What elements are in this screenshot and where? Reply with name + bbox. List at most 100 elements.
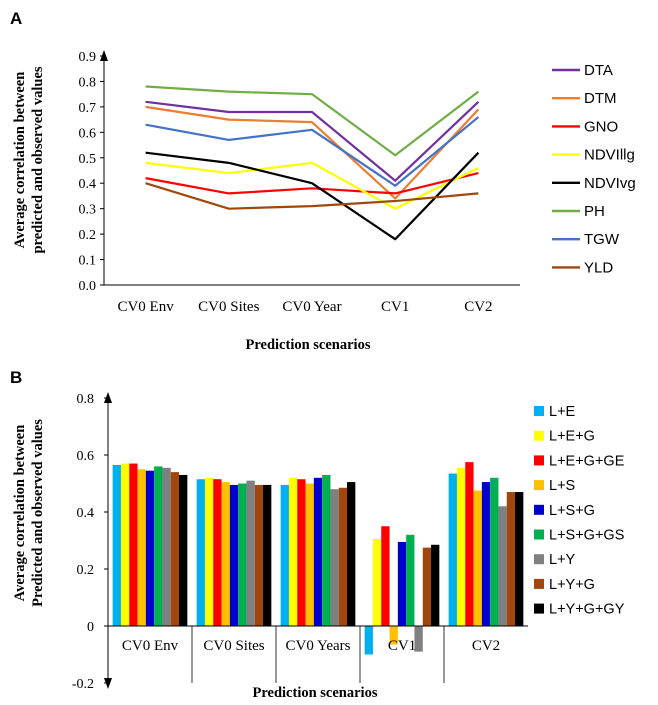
panel-b-bar-l-e — [280, 484, 289, 626]
panel-b-legend-item-l-s-g-gs: L+S+G+GS — [534, 528, 624, 544]
panel-a-legend-item-ph: PH — [552, 203, 605, 220]
panel-b-bar-l-y-g-gy — [179, 474, 188, 626]
panel-a-legend-item-ndvivg: NDVIvg — [552, 175, 636, 192]
panel-b-x-ticks: CV0 Env CV0 Sites CV0 Years CV1 CV2 — [122, 638, 500, 654]
panel-b-y-ticks: -0.2 0 0.2 0.4 0.6 0.8 — [72, 392, 108, 692]
panel-b-legend-item-l-e-g-ge: L+E+G+GE — [534, 453, 625, 469]
panel-b-bar-l-s — [389, 626, 398, 645]
panel-a-series-line-dtm — [145, 105, 480, 200]
panel-a-y-tick: 0.4 — [79, 177, 104, 192]
panel-b-bar-l-s-g-gs — [490, 477, 499, 626]
panel-a-legend-label: DTM — [584, 90, 617, 107]
panel-a-y-tick-label: 0.7 — [79, 101, 97, 116]
panel-b-bar-l-s-g-gs — [154, 466, 163, 626]
panel-b-category-label: CV2 — [472, 638, 500, 654]
panel-b-legend-label: L+E — [549, 404, 576, 420]
panel-b-legend: L+E L+E+G L+E+G+GE L+S L+S+G L+S+G+GS L+Y L+Y+G… — [534, 404, 625, 618]
panel-b-bar-l-y-g — [506, 492, 516, 626]
panel-a-legend-item-ndvillg: NDVIllg — [552, 147, 635, 164]
panel-a-x-ticks: CV0 Env CV0 Sites CV0 Year CV1 CV2 — [117, 299, 492, 315]
panel-a-category-label: CV2 — [464, 299, 492, 315]
panel-a-y-tick: 0.6 — [79, 126, 104, 141]
panel-a-category-label: CV0 Sites — [198, 299, 259, 315]
panel-a-y-ticks: 0.0 0.1 0.2 0.3 0.4 0.5 0.6 0.7 0.8 0.9 — [79, 50, 104, 294]
panel-a-legend-label: NDVIllg — [584, 147, 635, 164]
panel-b-legend-swatch — [534, 603, 544, 614]
panel-b-y-axis-title: Average correlation between Predicted an… — [12, 419, 46, 607]
panel-a-y-tick: 0.2 — [79, 228, 104, 243]
panel-b-bar-l-e-g-ge — [213, 479, 222, 626]
panel-b-legend-item-l-e: L+E — [534, 404, 576, 420]
panel-a-y-tick-label: 0.5 — [79, 152, 97, 167]
panel-b-bar-l-e-g-ge — [297, 479, 306, 626]
panel-a-legend-label: PH — [584, 203, 605, 220]
panel-b-bar-l-y-g — [422, 547, 432, 626]
panel-b-bar-l-s-g-gs — [322, 474, 331, 626]
panel-a-series-line-yld — [145, 182, 479, 210]
panel-b-bar-l-e-g — [204, 477, 214, 626]
panel-b-legend-swatch — [534, 480, 544, 491]
panel-a-series-line-ndvillg — [145, 161, 479, 210]
panel-b-y-tick: 0 — [87, 620, 108, 635]
panel-b-bar-l-s-g — [229, 484, 239, 626]
panel-b-bar-l-s-g — [145, 470, 155, 626]
panel-a-label: A — [10, 9, 22, 28]
panel-a-y-tick-label: 0.3 — [79, 203, 97, 218]
panel-a-legend-label: GNO — [584, 118, 618, 135]
panel-a-y-tick-label: 0.2 — [79, 228, 97, 243]
panel-b-bar-group-cv2 — [448, 462, 524, 626]
panel-b-bar-l-y-g — [254, 484, 264, 626]
panel-b-bar-l-s-g — [481, 482, 491, 626]
panel-a-y-tick: 0.9 — [79, 50, 104, 65]
panel-b-bar-l-y-g — [338, 487, 348, 626]
panel-b-legend-swatch — [534, 406, 544, 416]
panel-b-bar-l-s — [305, 483, 314, 626]
panel-a-category-label: CV0 Env — [117, 299, 174, 315]
panel-b-legend-item-l-e-g: L+E+G — [534, 429, 595, 445]
panel-a-y-tick-label: 0.4 — [79, 177, 97, 192]
panel-b-bar-l-s-g — [313, 477, 323, 626]
panel-a-y-tick: 0.1 — [79, 254, 104, 269]
panel-b-bar-l-e-g — [120, 463, 130, 626]
panel-b-legend-item-l-s-g: L+S+G — [534, 503, 595, 519]
panel-b-bar-l-e-g-ge — [129, 463, 138, 626]
panel-b-y-tick-label: 0 — [87, 620, 94, 635]
panel-a-legend-item-gno: GNO — [552, 118, 618, 135]
panel-b-y-axis-title-line-2: Predicted and observed values — [30, 419, 46, 607]
panel-b-bars — [112, 462, 524, 655]
panel-a-legend-label: NDVIvg — [584, 175, 636, 192]
panel-b-legend-swatch — [534, 504, 544, 515]
panel-b-legend-label: L+S — [549, 478, 575, 494]
panel-b-y-tick: -0.2 — [72, 677, 108, 692]
panel-b-bar-l-e-g — [288, 477, 298, 626]
panel-b-label: B — [10, 368, 22, 387]
panel-b-category-label: CV1 — [388, 638, 416, 654]
panel-a-series-line-gno — [145, 171, 479, 195]
panel-b-y-tick-label: 0.2 — [77, 563, 95, 578]
panel-b-bar-l-y-g-gy — [347, 482, 356, 626]
panel-b-bar-l-y-g-gy — [515, 492, 524, 626]
panel-b-bar-group-cv0-years — [280, 474, 356, 626]
panel-b-bar-l-y-g-gy — [431, 544, 440, 626]
panel-b-bar-l-s — [473, 490, 482, 626]
panel-b-bar-l-e — [448, 473, 457, 626]
panel-b-legend-label: L+Y+G+GY — [549, 602, 625, 618]
panel-b-bar-l-y — [498, 506, 507, 626]
panel-b-legend-swatch — [534, 554, 544, 565]
panel-b-bar-l-e-g-ge — [381, 526, 390, 626]
panel-b-bar-l-s-g-gs — [238, 483, 247, 626]
panel-a-x-axis-title: Prediction scenarios — [246, 337, 371, 353]
panel-b-legend-item-l-s: L+S — [534, 478, 575, 494]
panel-b-y-tick: 0.4 — [77, 506, 108, 521]
panel-b-legend-item-l-y-g: L+Y+G — [534, 577, 595, 593]
panel-a-series-line-ph — [145, 85, 480, 157]
panel-b-bar-l-s-g — [397, 541, 407, 626]
panel-a-y-axis-title-line-1: Average correlation between — [12, 72, 28, 249]
panel-b-category-label: CV0 Env — [122, 638, 179, 654]
panel-b-category-label: CV0 Years — [285, 638, 350, 654]
panel-a-category-label: CV1 — [381, 299, 409, 315]
panel-b-legend-item-l-y-g-gy: L+Y+G+GY — [534, 602, 625, 618]
panel-a-legend-label: DTA — [584, 62, 613, 79]
panel-b-bar-group-cv0-sites — [196, 477, 272, 626]
panel-b-bar-l-s-g-gs — [406, 534, 415, 626]
